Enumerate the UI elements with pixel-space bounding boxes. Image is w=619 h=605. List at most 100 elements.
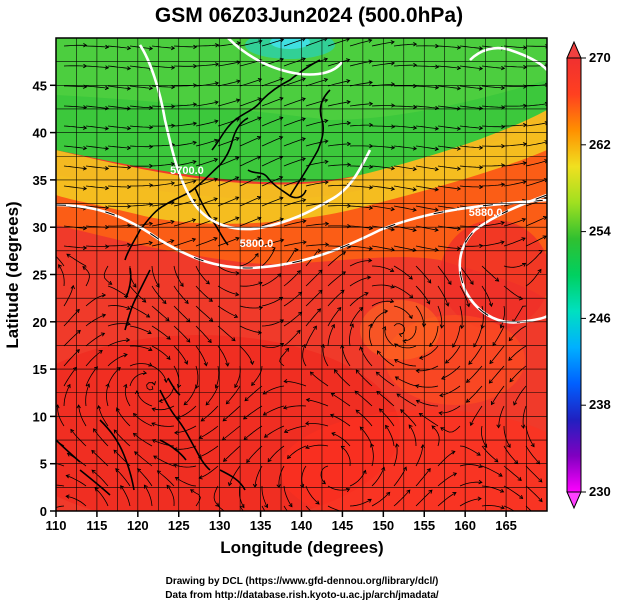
streamline <box>261 39 284 47</box>
streamline <box>151 201 175 207</box>
streamline <box>349 470 366 487</box>
streamline-arrowhead <box>346 120 352 126</box>
streamline-arrowhead <box>235 292 240 297</box>
streamline-arrowhead <box>456 166 462 171</box>
streamline-arrowhead <box>105 44 110 50</box>
streamline-arrowhead <box>478 463 483 468</box>
streamline <box>327 59 350 67</box>
streamline-arrowhead <box>148 221 154 227</box>
streamline-arrowhead <box>101 292 107 298</box>
streamline-arrowhead <box>480 324 485 330</box>
streamline <box>396 393 417 407</box>
streamline <box>107 165 131 168</box>
streamline <box>384 326 395 347</box>
streamline-arrowhead <box>465 378 471 383</box>
streamline <box>437 245 461 249</box>
streamline <box>415 468 431 487</box>
streamline <box>393 125 417 129</box>
streamline <box>239 217 261 227</box>
streamline-arrowhead <box>521 237 526 242</box>
streamline-arrowhead <box>148 46 154 51</box>
streamline-arrowhead <box>447 280 452 286</box>
streamline <box>415 444 424 467</box>
streamline-arrowhead <box>184 299 189 305</box>
streamline-arrowhead <box>542 235 547 240</box>
streamline-arrowhead <box>148 85 154 91</box>
streamline-arrowhead <box>301 77 306 82</box>
streamline <box>327 101 351 107</box>
streamline-arrowhead <box>170 219 175 225</box>
x-tick-label: 145 <box>332 518 354 533</box>
streamline <box>261 486 268 508</box>
streamline <box>429 325 439 347</box>
streamline-arrowhead <box>170 181 176 186</box>
streamline-arrowhead <box>508 337 513 342</box>
streamline-arrowhead <box>213 197 218 202</box>
streamline <box>301 465 307 488</box>
credit-line-1: Drawing by DCL (https://www.gfd-dennou.o… <box>166 576 439 587</box>
streamline-arrowhead <box>134 451 139 456</box>
streamline <box>151 85 175 88</box>
streamline <box>525 235 547 247</box>
streamline <box>239 156 261 167</box>
streamline-arrowhead <box>508 356 513 361</box>
streamline <box>415 125 439 130</box>
streamline <box>129 325 152 334</box>
y-axis-label: Latitude (degrees) <box>3 201 22 348</box>
streamline-arrowhead <box>148 347 153 351</box>
streamline <box>195 63 219 67</box>
streamline <box>522 405 527 429</box>
streamline-arrowhead <box>257 330 263 335</box>
streamline-arrowhead <box>262 411 267 416</box>
streamline <box>239 345 253 365</box>
streamline-arrowhead <box>520 514 523 517</box>
streamline-arrowhead <box>456 126 462 131</box>
streamline <box>415 105 439 109</box>
streamline <box>173 464 197 468</box>
streamline <box>239 325 262 334</box>
streamline-arrowhead <box>151 381 156 386</box>
streamline-arrowhead <box>345 58 351 63</box>
streamline <box>349 185 373 189</box>
streamline-arrowhead <box>205 401 210 406</box>
streamline <box>525 445 540 464</box>
colorbar-bottom-arrow <box>566 491 582 510</box>
streamline-arrowhead <box>364 291 369 296</box>
streamline-arrowhead <box>426 468 431 473</box>
streamline-arrowhead <box>165 317 170 322</box>
streamline-arrowhead <box>235 236 240 241</box>
streamline <box>415 489 433 507</box>
streamline-arrowhead <box>82 266 87 271</box>
streamline-arrowhead <box>123 383 128 389</box>
streamline <box>173 345 188 365</box>
streamline-arrowhead <box>231 337 236 342</box>
streamline <box>130 184 153 187</box>
streamline <box>394 359 417 367</box>
streamline-arrowhead <box>305 444 310 449</box>
streamline-arrowhead <box>200 417 205 422</box>
streamline <box>106 383 109 407</box>
streamline-arrowhead <box>184 360 189 365</box>
streamline-arrowhead <box>105 383 110 388</box>
colorbar-tick-label: 238 <box>589 397 611 412</box>
streamline <box>327 164 351 167</box>
streamline-arrowhead <box>244 397 249 402</box>
streamline-arrowhead <box>331 323 335 329</box>
streamline <box>393 443 398 467</box>
streamline-arrowhead <box>445 302 450 307</box>
streamline-arrowhead <box>279 96 284 101</box>
streamline-arrowhead <box>520 424 526 429</box>
streamline-arrowhead <box>394 359 399 363</box>
streamline-arrowhead <box>191 237 197 242</box>
streamline-arrowhead <box>132 283 137 288</box>
streamline <box>129 242 153 247</box>
streamline-arrowhead <box>214 138 219 143</box>
streamline-arrowhead <box>341 271 347 276</box>
streamline-arrowhead <box>127 223 132 228</box>
streamline <box>239 40 262 47</box>
streamline-arrowhead <box>501 124 506 129</box>
streamline-arrowhead <box>195 384 200 389</box>
streamline-arrowhead <box>173 463 178 468</box>
streamline <box>393 205 417 211</box>
streamline <box>393 245 416 251</box>
